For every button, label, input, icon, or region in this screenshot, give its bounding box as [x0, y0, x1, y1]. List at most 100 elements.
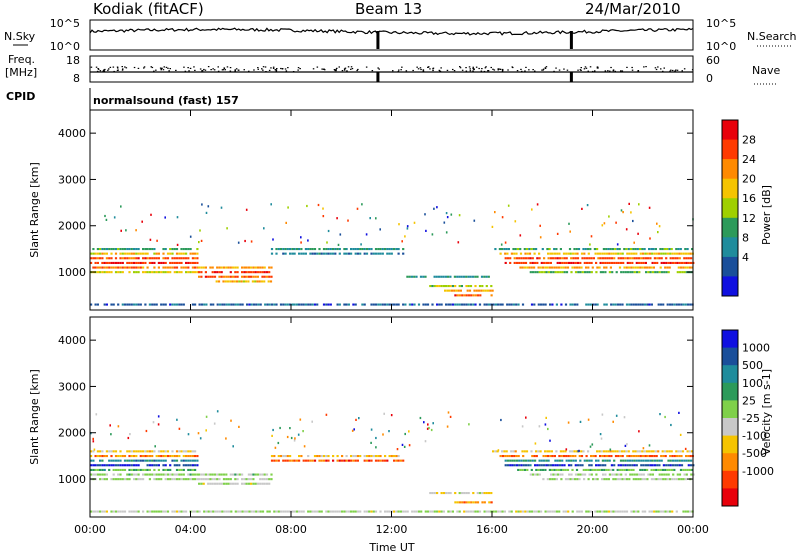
range-cell: [529, 271, 532, 274]
range-cell: [217, 280, 221, 283]
nave-dot: [224, 69, 226, 71]
range-cell: [352, 510, 355, 513]
range-cell: [553, 252, 556, 255]
range-cell: [144, 271, 147, 274]
range-cell: [248, 510, 251, 513]
range-cell: [510, 252, 513, 255]
range-cell: [686, 248, 689, 251]
range-cell: [151, 248, 154, 251]
range-cell: [247, 482, 250, 485]
range-cell: [633, 455, 636, 458]
range-cell: [555, 450, 558, 453]
range-cell: [196, 473, 199, 476]
range-cell: [571, 510, 574, 513]
range-cell: [160, 473, 163, 476]
range-cell: [459, 289, 462, 292]
range-cell: [576, 303, 579, 306]
nave-dot: [351, 68, 354, 70]
range-cell: [456, 294, 459, 297]
range-cell: [666, 303, 669, 306]
range-cell: [300, 455, 303, 458]
range-cell: [476, 492, 479, 495]
range-cell: [648, 206, 651, 209]
range-cell: [185, 261, 188, 264]
range-cell: [96, 248, 99, 251]
nave-dot: [97, 68, 100, 70]
range-cell: [173, 459, 176, 462]
range-cell: [117, 464, 120, 467]
range-cell: [603, 266, 606, 269]
range-cell: [451, 510, 454, 513]
range-cell: [259, 303, 262, 306]
range-cell: [137, 261, 140, 264]
range-cell: [137, 459, 140, 462]
range-cell: [166, 478, 170, 481]
range-cell: [527, 257, 530, 260]
range-cell: [556, 271, 559, 274]
x-tick-label: 08:00: [275, 523, 307, 536]
range-cell: [153, 473, 156, 476]
range-cell: [610, 455, 613, 458]
range-cell: [146, 271, 149, 274]
range-cell: [198, 303, 201, 306]
range-cell: [457, 289, 460, 292]
range-cell: [363, 303, 366, 306]
range-cell: [182, 459, 185, 462]
range-cell: [662, 455, 665, 458]
y-tick-label: 1000: [58, 473, 86, 486]
range-cell: [146, 450, 149, 453]
range-cell: [90, 252, 93, 255]
range-cell: [173, 464, 176, 467]
range-cell: [187, 271, 190, 274]
range-cell: [657, 450, 660, 453]
nave-dot: [440, 67, 442, 69]
colorbar-segment: [722, 217, 738, 238]
range-cell: [665, 271, 668, 274]
range-cell: [546, 510, 549, 513]
range-cell: [189, 252, 192, 255]
range-cell: [374, 459, 378, 462]
range-cell: [565, 257, 568, 260]
range-cell: [472, 492, 475, 495]
range-cell: [531, 271, 535, 274]
range-cell: [488, 492, 491, 495]
range-cell: [194, 468, 197, 471]
range-cell: [551, 478, 554, 481]
range-cell: [94, 455, 97, 458]
range-cell: [523, 266, 527, 269]
range-cell: [182, 468, 185, 471]
range-cell: [591, 468, 594, 471]
range-cell: [624, 271, 627, 274]
range-cell: [211, 482, 214, 485]
range-cell: [656, 271, 659, 274]
range-cell: [220, 266, 223, 269]
range-cell: [325, 252, 328, 255]
range-cell: [542, 468, 545, 471]
range-cell: [426, 427, 429, 430]
range-cell: [612, 420, 614, 423]
range-cell: [268, 266, 271, 269]
range-cell: [469, 275, 472, 278]
range-cell: [621, 303, 624, 306]
range-cell: [467, 492, 470, 495]
range-cell: [398, 223, 400, 226]
range-cell: [542, 455, 545, 458]
range-cell: [596, 468, 599, 471]
range-cell: [175, 510, 179, 513]
range-cell: [126, 473, 129, 476]
range-cell: [438, 510, 441, 513]
range-cell: [148, 271, 151, 274]
range-cell: [642, 459, 645, 462]
range-cell: [548, 450, 551, 453]
range-cell: [200, 266, 203, 269]
nave-dot: [316, 66, 319, 68]
range-cell: [318, 459, 321, 462]
range-cell: [108, 464, 111, 467]
range-cell: [619, 464, 623, 467]
range-cell: [620, 450, 624, 453]
range-cell: [641, 450, 644, 453]
nave-dot: [532, 69, 534, 71]
range-cell: [133, 473, 136, 476]
range-cell: [218, 271, 221, 274]
range-cell: [639, 248, 642, 251]
